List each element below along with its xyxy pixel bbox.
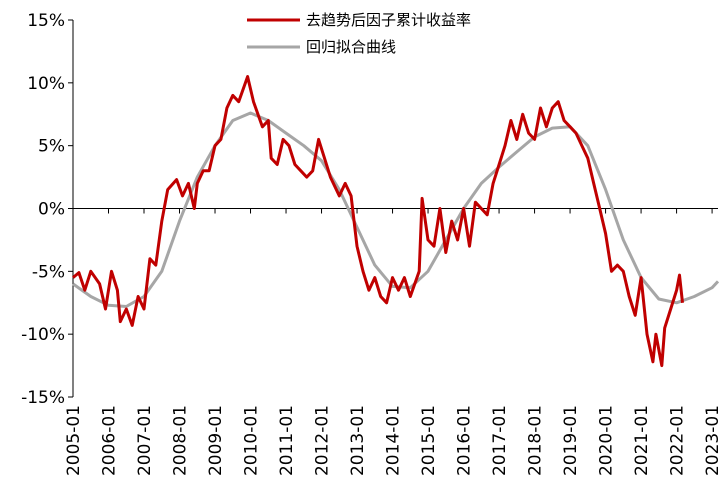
y-tick-label: -5% [32, 262, 65, 282]
y-tick-label: 10% [27, 74, 65, 94]
x-tick-label: 2022-01 [668, 405, 688, 476]
series-line [72, 75, 684, 368]
x-tick-label: 2007-01 [135, 405, 155, 476]
x-tick-label: 2013-01 [348, 405, 368, 476]
x-tick-label: 2005-01 [64, 405, 84, 476]
x-tick-label: 2018-01 [526, 405, 546, 476]
x-tick-label: 2006-01 [100, 405, 120, 476]
x-tick-label: 2019-01 [561, 405, 581, 476]
legend-label: 去趋势后因子累计收益率 [306, 11, 471, 29]
x-tick-label: 2010-01 [242, 405, 262, 476]
x-tick-label: 2014-01 [384, 405, 404, 476]
x-tick-label: 2017-01 [490, 405, 510, 476]
x-tick-label: 2023-01 [703, 405, 723, 476]
y-tick-label: -10% [21, 325, 65, 345]
series-line [72, 111, 720, 308]
y-tick-label: 5% [38, 137, 65, 157]
x-tick-label: 2009-01 [206, 405, 226, 476]
x-tick-label: 2015-01 [419, 405, 439, 476]
x-tick-label: 2020-01 [597, 405, 617, 476]
y-tick-label: 15% [27, 11, 65, 31]
x-tick-label: 2012-01 [313, 405, 333, 476]
legend-label: 回归拟合曲线 [306, 38, 396, 56]
x-tick-label: 2011-01 [277, 405, 297, 476]
x-tick-label: 2016-01 [455, 405, 475, 476]
y-tick-label: -15% [21, 388, 65, 408]
x-tick-label: 2008-01 [171, 405, 191, 476]
x-tick-label: 2021-01 [632, 405, 652, 476]
y-tick-label: 0% [38, 200, 65, 220]
